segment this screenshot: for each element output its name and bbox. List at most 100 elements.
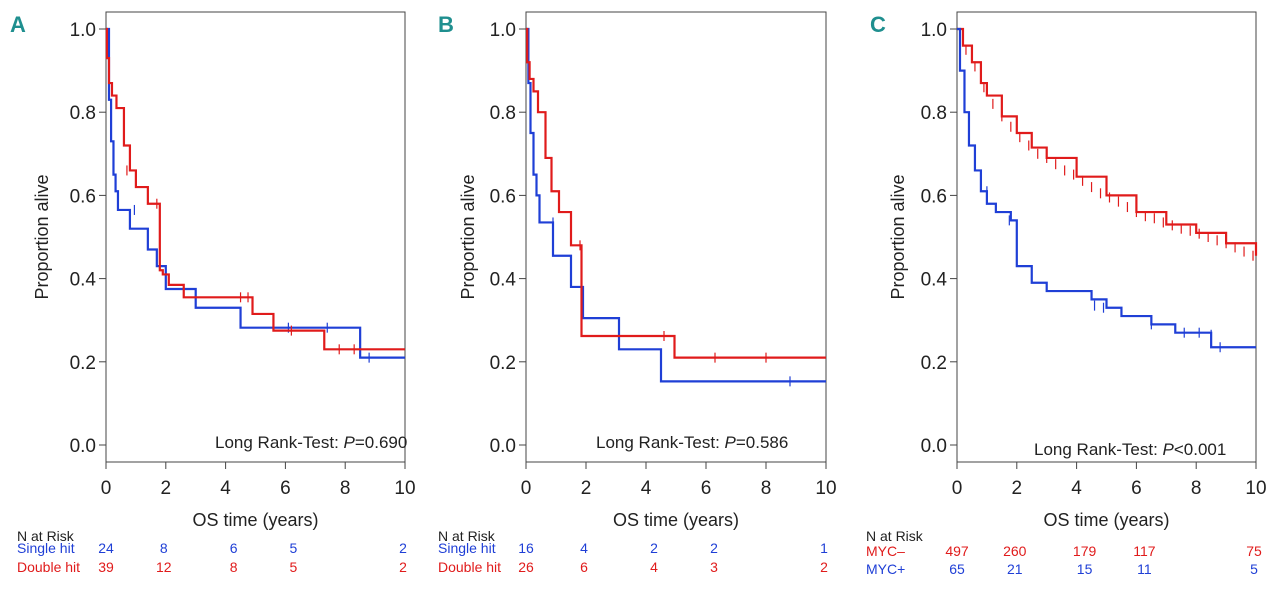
risk-value: 15 [1077,561,1093,577]
y-tick-label: 0.2 [921,353,947,374]
risk-row-label: MYC+ [866,561,905,577]
risk-value: 2 [820,559,828,575]
pvalue-annotation: Long Rank-Test: P<0.001 [1034,440,1226,459]
risk-value: 12 [156,559,172,575]
risk-row-label: Double hit [438,559,501,575]
panel-letter: C [870,12,886,37]
risk-value: 2 [650,540,658,556]
y-tick-label: 0.0 [70,436,96,457]
risk-table-header: N at Risk [866,528,924,544]
pvalue-label: Long Rank-Test: [596,433,725,452]
y-tick-label: 0.0 [921,436,947,457]
risk-value: 8 [160,540,168,556]
risk-value: 24 [98,540,114,556]
risk-row-label: Double hit [17,559,80,575]
risk-value: 21 [1007,561,1023,577]
series-line-1 [957,27,1256,349]
risk-value: 5 [290,540,298,556]
y-tick-label: 0.4 [70,270,97,291]
y-tick-label: 1.0 [490,20,516,41]
x-tick-label: 10 [815,478,836,499]
series-line-1 [526,27,826,359]
risk-row-label: Single hit [17,540,75,556]
series-line-0 [526,27,826,383]
y-tick-label: 0.8 [490,103,516,124]
x-tick-label: 8 [340,478,351,499]
series-line-0 [957,27,1258,256]
x-tick-label: 0 [952,478,963,499]
x-tick-label: 2 [1012,478,1023,499]
risk-value: 75 [1246,543,1262,559]
pvalue-value: =0.586 [736,433,788,452]
risk-value: 5 [290,559,298,575]
x-tick-label: 4 [1071,478,1082,499]
y-tick-label: 1.0 [70,20,96,41]
plot-frame [105,11,406,463]
x-tick-label: 2 [161,478,172,499]
y-axis-title: Proportion alive [888,174,908,299]
y-tick-label: 0.8 [70,103,96,124]
pvalue-annotation: Long Rank-Test: P=0.586 [596,433,788,452]
y-tick-label: 0.6 [921,186,947,207]
x-tick-label: 6 [280,478,291,499]
risk-table-header: N at Risk [17,528,75,544]
x-tick-label: 2 [581,478,592,499]
y-tick-label: 0.6 [70,186,96,207]
risk-value: 3 [710,559,718,575]
risk-value: 5 [1250,561,1258,577]
plot-frame [525,11,827,463]
pvalue-label: Long Rank-Test: [215,433,344,452]
x-tick-label: 6 [1131,478,1142,499]
risk-value: 4 [580,540,588,556]
risk-value: 8 [230,559,238,575]
x-tick-label: 4 [641,478,652,499]
panel-b: B 0.0 0.2 0.4 0.6 0.8 1.0 0 2 4 6 8 10 OS time (years… [438,11,837,575]
panel-letter: A [10,12,26,37]
y-axis-title: Proportion alive [458,174,478,299]
risk-value: 65 [949,561,965,577]
x-tick-label: 10 [394,478,415,499]
risk-row-label: MYC– [866,543,905,559]
y-tick-label: 0.2 [490,353,516,374]
x-axis-title: OS time (years) [1043,510,1169,530]
panel-c: C 0.0 0.2 0.4 0.6 0.8 1.0 0 2 4 6 8 10 OS time (years… [866,11,1267,577]
panel-letter: B [438,12,454,37]
y-axis-title: Proportion alive [32,174,52,299]
x-tick-label: 6 [701,478,712,499]
plot-frame [956,11,1257,463]
risk-value: 497 [945,543,969,559]
pvalue-p: P [344,433,356,452]
risk-value: 6 [230,540,238,556]
y-tick-label: 0.6 [490,186,516,207]
y-tick-label: 0.8 [921,103,947,124]
x-axis-title: OS time (years) [613,510,739,530]
risk-value: 16 [518,540,534,556]
y-tick-label: 0.0 [490,436,516,457]
risk-value: 2 [399,540,407,556]
series-line-1 [105,27,405,351]
y-tick-label: 1.0 [921,20,947,41]
risk-value: 1 [820,540,828,556]
x-tick-label: 8 [1191,478,1202,499]
risk-value: 2 [399,559,407,575]
pvalue-p: P [1163,440,1175,459]
pvalue-value: <0.001 [1174,440,1226,459]
y-tick-label: 0.4 [490,270,517,291]
pvalue-label: Long Rank-Test: [1034,440,1163,459]
y-tick-label: 0.2 [70,353,96,374]
series-line-0 [106,27,405,359]
risk-value: 6 [580,559,588,575]
risk-value: 179 [1073,543,1097,559]
risk-value: 4 [650,559,658,575]
risk-value: 260 [1003,543,1027,559]
pvalue-annotation: Long Rank-Test: P=0.690 [215,433,407,452]
y-tick-label: 0.4 [921,270,948,291]
x-tick-label: 8 [761,478,772,499]
x-tick-label: 0 [101,478,112,499]
pvalue-value: =0.690 [355,433,407,452]
risk-value: 117 [1133,543,1156,559]
risk-table-header: N at Risk [438,528,496,544]
risk-value: 26 [518,559,534,575]
risk-value: 11 [1137,561,1152,577]
